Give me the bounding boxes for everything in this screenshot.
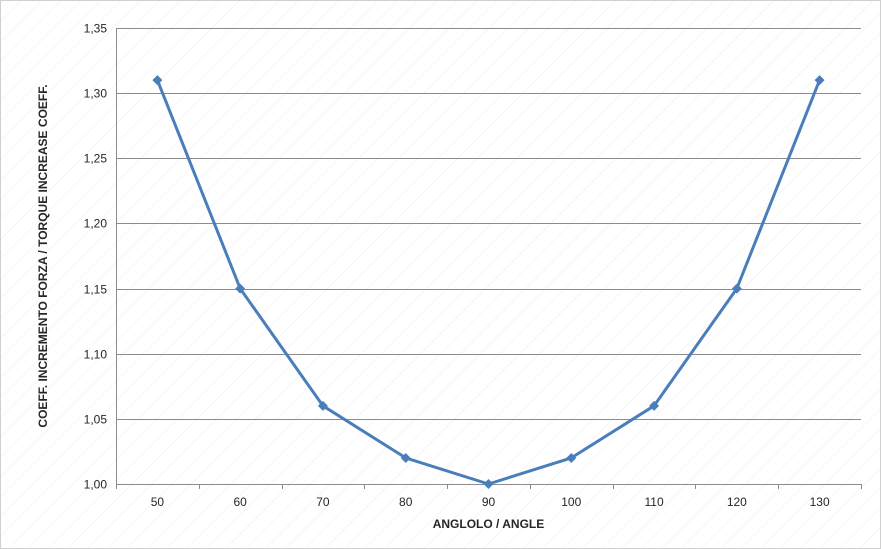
data-point bbox=[566, 452, 577, 463]
x-tick-label: 110 bbox=[644, 495, 663, 509]
y-tick-label: 1,05 bbox=[84, 413, 108, 427]
y-tick-label: 1,00 bbox=[84, 478, 108, 492]
x-tick-label: 120 bbox=[727, 495, 747, 509]
y-tick-label: 1,35 bbox=[84, 22, 108, 36]
data-point bbox=[649, 400, 660, 411]
x-tick-label: 130 bbox=[810, 495, 830, 509]
data-point bbox=[152, 75, 163, 86]
x-tick-label: 90 bbox=[482, 495, 496, 509]
data-point bbox=[400, 452, 411, 463]
y-axis-title: COEFF. INCREMENTO FORZA / TORQUE INCREAS… bbox=[36, 84, 50, 427]
x-tick-label: 70 bbox=[316, 495, 330, 509]
data-point bbox=[483, 479, 494, 489]
data-point bbox=[317, 400, 328, 411]
y-tick-labels: 1,00 1,05 1,10 1,15 1,20 1,25 1,30 1,35 bbox=[84, 22, 108, 492]
gridlines bbox=[116, 28, 861, 420]
y-tick-label: 1,30 bbox=[84, 87, 108, 101]
x-tick-label: 100 bbox=[561, 495, 581, 509]
data-point bbox=[235, 283, 246, 294]
y-tick-label: 1,15 bbox=[84, 283, 108, 297]
x-tick-labels: 50 60 70 80 90 100 110 120 130 bbox=[151, 495, 830, 509]
y-tick-label: 1,20 bbox=[84, 217, 108, 231]
x-tick-label: 60 bbox=[233, 495, 247, 509]
y-tick-label: 1,25 bbox=[84, 152, 108, 166]
data-point bbox=[731, 283, 742, 294]
series bbox=[152, 75, 825, 489]
data-point bbox=[814, 75, 825, 86]
x-axis-title: ANGLOLO / ANGLE bbox=[433, 517, 545, 531]
series-line bbox=[156, 79, 821, 486]
y-tick-label: 1,10 bbox=[84, 348, 108, 362]
x-tick-label: 80 bbox=[399, 495, 413, 509]
x-tick-label: 50 bbox=[151, 495, 165, 509]
